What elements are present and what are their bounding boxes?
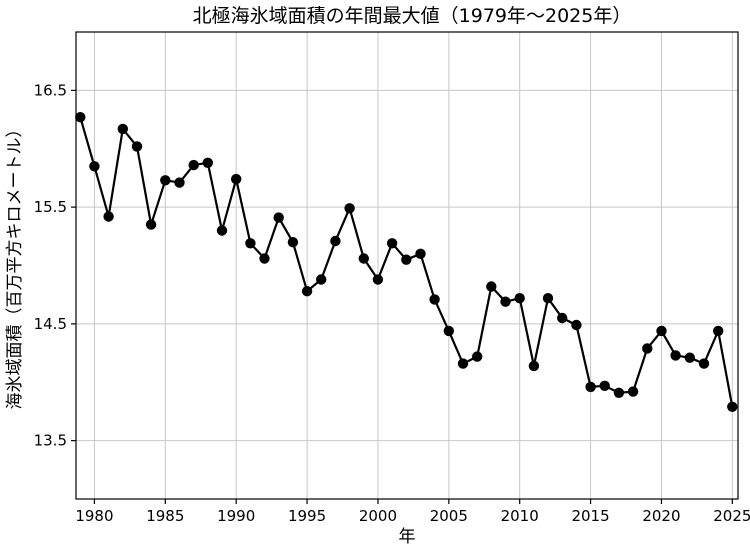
- x-tick-label: 1985: [146, 507, 184, 525]
- data-point-1985: [160, 175, 171, 186]
- data-point-2001: [386, 238, 398, 249]
- data-point-1993: [273, 212, 284, 223]
- data-point-2025: [727, 401, 738, 412]
- data-point-2008: [486, 281, 497, 292]
- data-point-1995: [301, 286, 313, 297]
- data-point-2009: [500, 296, 511, 307]
- y-axis: 13.5 14.5 15.5 16.5: [34, 81, 76, 450]
- data-point-1984: [145, 219, 157, 230]
- x-tick-label: 1980: [75, 507, 113, 525]
- data-point-2020: [656, 325, 667, 337]
- x-tick-label: 2020: [642, 507, 680, 525]
- data-point-2021: [670, 350, 681, 361]
- data-point-2015: [585, 381, 596, 393]
- data-point-2022: [684, 352, 695, 363]
- x-axis-label: 年: [399, 527, 416, 547]
- y-tick-label: 14.5: [34, 315, 67, 333]
- x-tick-label: 2025: [713, 507, 750, 525]
- data-point-1997: [330, 235, 341, 247]
- chart-title: 北極海氷域面積の年間最大値（1979年〜2025年）: [193, 5, 632, 27]
- data-point-1982: [117, 123, 128, 135]
- data-point-1989: [216, 225, 228, 236]
- data-point-1981: [103, 211, 114, 222]
- y-tick-label: 15.5: [34, 198, 67, 216]
- plot-frame: [75, 31, 739, 500]
- data-point-2023: [698, 358, 710, 369]
- data-point-2024: [713, 325, 724, 337]
- data-point-2006: [457, 358, 469, 369]
- data-point-1992: [259, 253, 270, 264]
- y-tick-label: 16.5: [34, 81, 67, 99]
- data-point-1998: [344, 203, 355, 214]
- data-points: [75, 112, 738, 412]
- y-tick-label: 13.5: [34, 432, 67, 450]
- x-tick-label: 2000: [359, 507, 397, 525]
- data-point-2002: [401, 254, 412, 265]
- data-point-2003: [415, 248, 426, 259]
- data-point-2014: [571, 319, 582, 331]
- data-point-2004: [429, 294, 440, 305]
- data-point-2011: [528, 360, 540, 372]
- data-point-1990: [231, 173, 242, 185]
- data-point-2010: [514, 293, 525, 304]
- data-point-2017: [613, 387, 625, 398]
- data-point-2019: [642, 343, 653, 354]
- data-point-2013: [557, 312, 568, 324]
- data-point-2000: [372, 274, 384, 285]
- x-tick-label: 2015: [571, 507, 609, 525]
- data-point-1991: [245, 238, 256, 249]
- data-point-1996: [316, 274, 327, 285]
- data-point-1980: [89, 161, 100, 172]
- x-tick-label: 1990: [217, 507, 255, 525]
- data-point-2018: [627, 386, 639, 397]
- data-point-2016: [599, 380, 610, 391]
- data-point-1983: [131, 141, 143, 152]
- data-point-1986: [174, 177, 185, 188]
- grid-lines: [76, 32, 738, 499]
- x-tick-label: 1995: [288, 507, 326, 525]
- data-point-2005: [443, 325, 454, 337]
- x-tick-label: 2005: [430, 507, 468, 525]
- data-point-2012: [542, 293, 554, 304]
- data-point-1979: [75, 112, 86, 123]
- x-tick-label: 2010: [501, 507, 539, 525]
- data-point-2007: [472, 351, 483, 362]
- data-point-1988: [202, 157, 213, 168]
- data-point-1994: [287, 237, 299, 248]
- y-axis-label: 海氷域面積（百万平方キロメートル）: [5, 121, 25, 410]
- data-point-1999: [358, 253, 369, 264]
- data-point-1987: [188, 159, 199, 171]
- x-axis: 1980 1985 1990 1995 2000 2005 2010 2015 2020 2025: [75, 499, 750, 525]
